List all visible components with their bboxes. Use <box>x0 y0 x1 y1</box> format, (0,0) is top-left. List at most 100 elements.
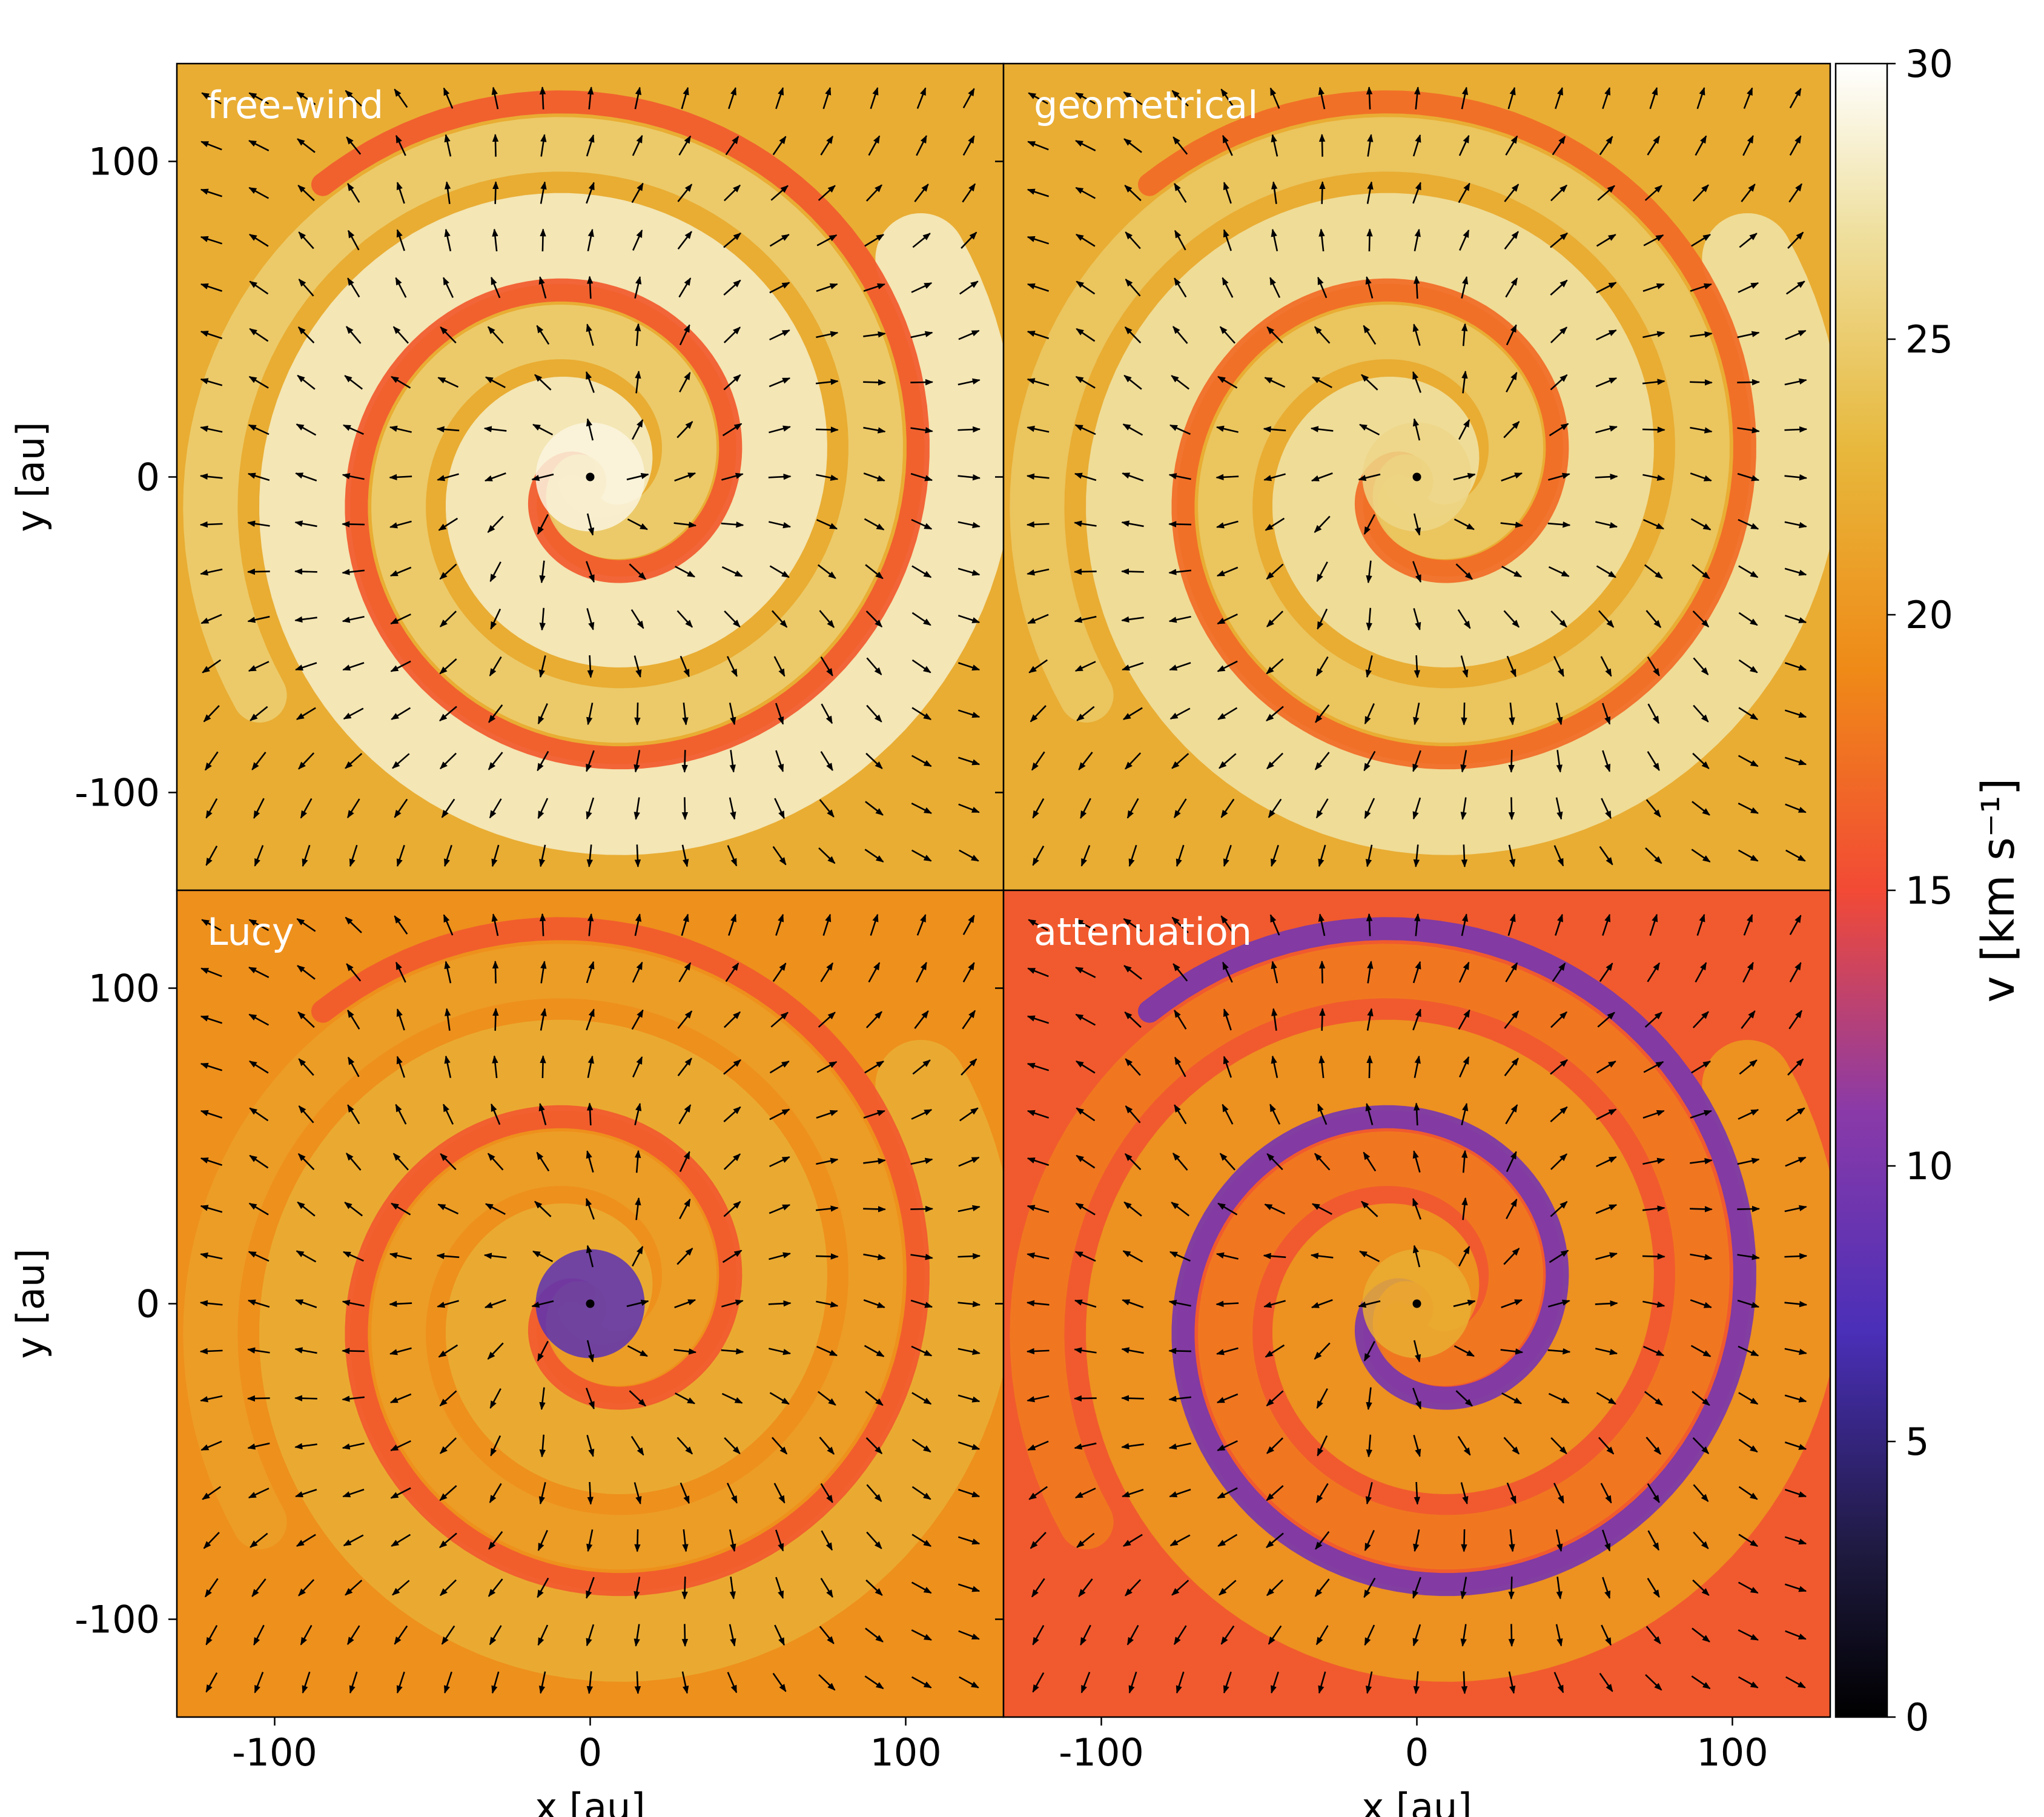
star-marker <box>1412 472 1421 482</box>
velocity-arrow <box>1599 136 1613 156</box>
velocity-arrow <box>1501 472 1523 482</box>
velocity-arrow <box>1602 1577 1611 1599</box>
velocity-arrow <box>1787 231 1804 249</box>
velocity-arrow <box>390 1440 411 1451</box>
velocity-arrow <box>489 656 502 677</box>
velocity-arrow <box>816 1157 839 1165</box>
velocity-arrow <box>1125 1579 1142 1597</box>
velocity-arrow <box>816 331 839 339</box>
velocity-arrow <box>439 706 457 721</box>
velocity-arrow <box>1645 1437 1661 1455</box>
velocity-arrow <box>1365 655 1373 678</box>
velocity-arrow <box>300 798 313 819</box>
velocity-arrow <box>200 1395 223 1403</box>
panel-label: Lucy <box>207 910 294 954</box>
velocity-arrow <box>910 1157 933 1165</box>
velocity-arrow <box>587 1481 594 1505</box>
velocity-arrow <box>249 280 269 295</box>
velocity-arrow <box>1075 967 1096 978</box>
velocity-arrow <box>1027 1110 1050 1119</box>
velocity-arrow <box>342 1251 364 1262</box>
velocity-arrow <box>200 967 222 978</box>
velocity-arrow <box>297 185 315 202</box>
velocity-arrow <box>1785 849 1806 862</box>
velocity-arrow <box>865 1437 883 1454</box>
velocity-arrow <box>1123 918 1143 932</box>
velocity-arrow <box>1789 915 1802 935</box>
velocity-arrow <box>768 1300 792 1307</box>
velocity-arrow <box>342 1442 365 1450</box>
velocity-arrow <box>1642 331 1665 339</box>
velocity-arrow <box>1455 1390 1473 1407</box>
velocity-arrow <box>202 659 222 674</box>
velocity-arrow <box>1315 704 1330 723</box>
velocity-arrow <box>962 915 975 935</box>
velocity-arrow <box>911 282 933 293</box>
velocity-arrow <box>1555 703 1563 726</box>
velocity-arrow <box>1600 656 1612 677</box>
velocity-arrow <box>1507 913 1516 936</box>
velocity-arrow <box>395 134 406 156</box>
velocity-arrow <box>296 707 316 720</box>
velocity-arrow <box>911 707 932 721</box>
velocity-arrows <box>1026 86 1808 868</box>
velocity-arrow <box>485 1203 506 1215</box>
velocity-arrow <box>438 517 458 531</box>
velocity-arrow <box>634 702 641 726</box>
velocity-arrow <box>912 233 931 248</box>
velocity-arrow <box>1026 473 1050 480</box>
velocity-arrow <box>1738 1676 1759 1689</box>
velocity-arrow <box>1125 752 1142 770</box>
velocity-arrow <box>1691 849 1711 863</box>
y-tick-label: 100 <box>88 967 160 1011</box>
velocity-arrow <box>1315 656 1329 677</box>
velocity-arrow <box>910 1205 934 1213</box>
velocity-arrow <box>1643 234 1664 247</box>
velocity-arrow <box>1075 1060 1096 1074</box>
velocity-arrow <box>1695 962 1707 983</box>
velocity-arrow <box>1454 1345 1475 1357</box>
velocity-arrow <box>728 87 736 110</box>
velocity-arrow <box>1645 1674 1662 1691</box>
velocity-arrow <box>1266 1437 1284 1454</box>
velocity-arrow <box>1599 1672 1613 1692</box>
velocity-arrow <box>865 801 884 816</box>
velocity-arrow <box>626 472 649 481</box>
velocity-arrow <box>863 1110 885 1119</box>
velocity-arrow <box>1784 1205 1807 1213</box>
velocity-arrow <box>1311 1203 1332 1215</box>
velocity-arrow <box>1737 379 1761 386</box>
velocity-arrow <box>1121 616 1144 623</box>
velocity-arrow <box>344 375 363 390</box>
velocity-arrow <box>1596 1108 1617 1120</box>
velocity-arrow <box>1649 87 1658 110</box>
velocity-arrow <box>681 1624 689 1647</box>
velocity-arrow <box>1412 371 1421 393</box>
velocity-arrow <box>1550 184 1567 202</box>
velocity-arrow <box>775 1529 784 1552</box>
velocity-arrow <box>1642 1205 1665 1212</box>
velocity-arrow <box>392 1153 409 1171</box>
colorbar-tick-label: 10 <box>1905 1144 1953 1188</box>
velocity-arrow <box>300 1624 313 1646</box>
velocity-arrow <box>1555 1624 1563 1647</box>
velocity-arrow <box>724 1437 741 1454</box>
velocity-arrow <box>1692 1579 1710 1596</box>
velocity-arrow <box>674 1299 696 1308</box>
velocity-arrow <box>769 425 791 434</box>
velocity-arrow <box>958 1441 981 1450</box>
velocity-arrow <box>1027 568 1050 576</box>
velocity-arrow <box>445 1008 451 1031</box>
velocity-arrow <box>483 426 507 432</box>
velocity-arrow <box>1785 1156 1807 1167</box>
velocity-arrow <box>440 752 457 770</box>
velocity-arrow <box>586 1150 594 1173</box>
velocity-arrow <box>1271 844 1279 867</box>
velocity-arrow <box>1647 135 1661 156</box>
velocity-arrow <box>1596 282 1617 294</box>
velocity-arrow <box>911 1392 932 1405</box>
velocity-arrow <box>1595 1300 1618 1307</box>
velocity-arrow <box>342 1489 365 1498</box>
velocity-arrow <box>1027 236 1050 245</box>
velocity-arrow <box>1315 1483 1329 1503</box>
